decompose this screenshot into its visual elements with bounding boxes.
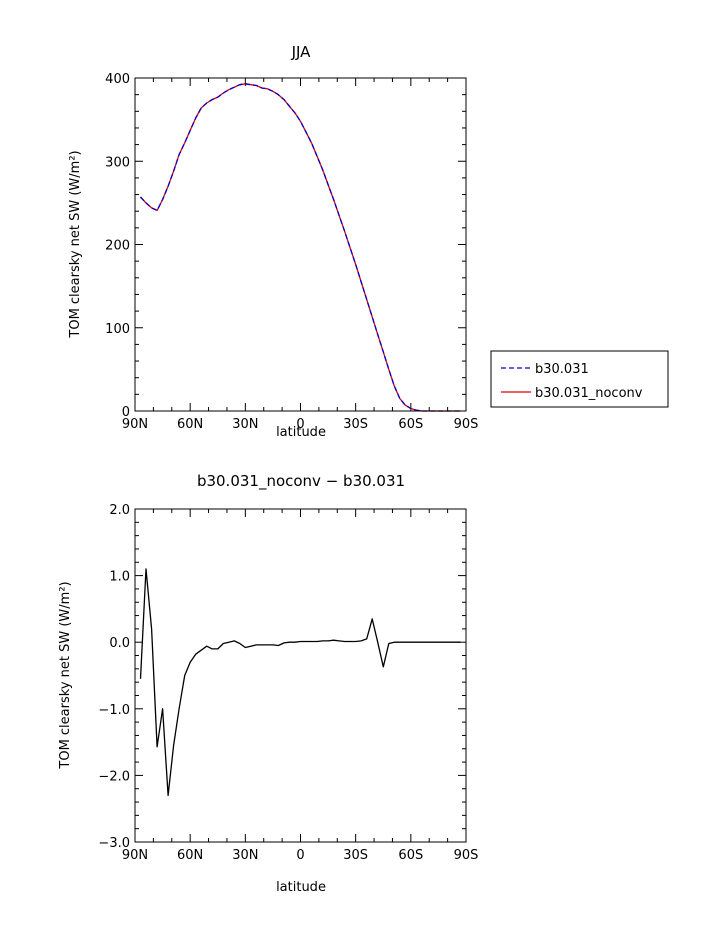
top-y-tick-label: 300 (105, 155, 130, 170)
top-y-tick-label: 400 (105, 72, 130, 87)
bottom-x-axis-label: latitude (276, 880, 326, 895)
bottom-y-axis-label: TOM clearsky net SW (W/m²) (58, 581, 73, 769)
legend-label-b30-031-noconv: b30.031_noconv (535, 386, 643, 401)
legend: b30.031 b30.031_noconv (490, 350, 669, 408)
top-y-axis-label: TOM clearsky net SW (W/m²) (68, 150, 83, 338)
bottom-x-tick-label: 90S (454, 848, 479, 863)
top-y-tick-label: 200 (105, 239, 130, 254)
bottom-x-tick-label: 30S (343, 848, 368, 863)
bottom-y-tick-label: −1.0 (98, 703, 130, 718)
bottom-y-tick-label: 2.0 (109, 503, 130, 518)
bottom-y-tick-label: −3.0 (98, 836, 130, 851)
top-x-tick-label: 30N (232, 417, 258, 432)
bottom-chart-title: b30.031_noconv − b30.031 (197, 472, 405, 491)
legend-box (490, 350, 669, 408)
top-panel: JJA TOM clearsky net SW (W/m²) latitude … (68, 43, 478, 440)
top-x-tick-label: 90S (454, 417, 479, 432)
bottom-x-tick-label: 90N (122, 848, 148, 863)
bottom-x-tick-label: 60S (398, 848, 423, 863)
bottom-x-tick-label: 0 (296, 848, 304, 863)
bottom-x-tick-label: 30N (232, 848, 258, 863)
top-plot-frame (134, 77, 467, 412)
top-chart-title: JJA (291, 43, 312, 61)
top-series-line-b30-031 (140, 83, 461, 412)
top-series-line-b30-031-noconv (140, 83, 461, 412)
bottom-y-tick-label: −2.0 (98, 769, 130, 784)
bottom-y-tick-label: 0.0 (109, 636, 130, 651)
top-y-tick-label: 0 (122, 405, 130, 420)
top-x-tick-label: 0 (296, 417, 304, 432)
top-x-tick-label: 60N (177, 417, 203, 432)
bottom-series-line-0 (139, 568, 461, 797)
bottom-panel: b30.031_noconv − b30.031 TOM clearsky ne… (58, 472, 478, 895)
bottom-y-tick-label: 1.0 (109, 570, 130, 585)
bottom-x-tick-label: 60N (177, 848, 203, 863)
bottom-plot-frame (134, 508, 467, 843)
top-x-tick-label: 60S (398, 417, 423, 432)
top-x-axis-label: latitude (276, 425, 326, 440)
top-x-tick-label: 30S (343, 417, 368, 432)
top-x-tick-label: 90N (122, 417, 148, 432)
top-y-tick-label: 100 (105, 322, 130, 337)
legend-label-b30-031: b30.031 (535, 362, 589, 377)
